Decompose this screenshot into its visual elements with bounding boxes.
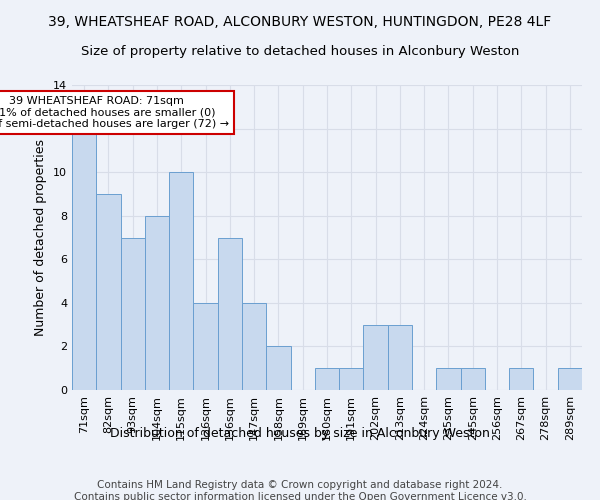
Text: Size of property relative to detached houses in Alconbury Weston: Size of property relative to detached ho… — [81, 45, 519, 58]
Bar — [315, 368, 339, 390]
Bar — [558, 368, 582, 390]
Bar — [72, 128, 96, 390]
Bar — [121, 238, 145, 390]
Y-axis label: Number of detached properties: Number of detached properties — [34, 139, 47, 336]
Bar — [242, 303, 266, 390]
Text: Contains public sector information licensed under the Open Government Licence v3: Contains public sector information licen… — [74, 492, 526, 500]
Text: Distribution of detached houses by size in Alconbury Weston: Distribution of detached houses by size … — [110, 428, 490, 440]
Bar — [96, 194, 121, 390]
Bar — [339, 368, 364, 390]
Bar — [364, 324, 388, 390]
Bar — [193, 303, 218, 390]
Text: Contains HM Land Registry data © Crown copyright and database right 2024.: Contains HM Land Registry data © Crown c… — [97, 480, 503, 490]
Bar — [266, 346, 290, 390]
Bar — [218, 238, 242, 390]
Bar — [169, 172, 193, 390]
Bar — [461, 368, 485, 390]
Bar — [145, 216, 169, 390]
Text: 39 WHEATSHEAF ROAD: 71sqm
← <1% of detached houses are smaller (0)
99% of semi-d: 39 WHEATSHEAF ROAD: 71sqm ← <1% of detac… — [0, 96, 229, 129]
Text: 39, WHEATSHEAF ROAD, ALCONBURY WESTON, HUNTINGDON, PE28 4LF: 39, WHEATSHEAF ROAD, ALCONBURY WESTON, H… — [49, 15, 551, 29]
Bar — [509, 368, 533, 390]
Bar — [388, 324, 412, 390]
Bar — [436, 368, 461, 390]
